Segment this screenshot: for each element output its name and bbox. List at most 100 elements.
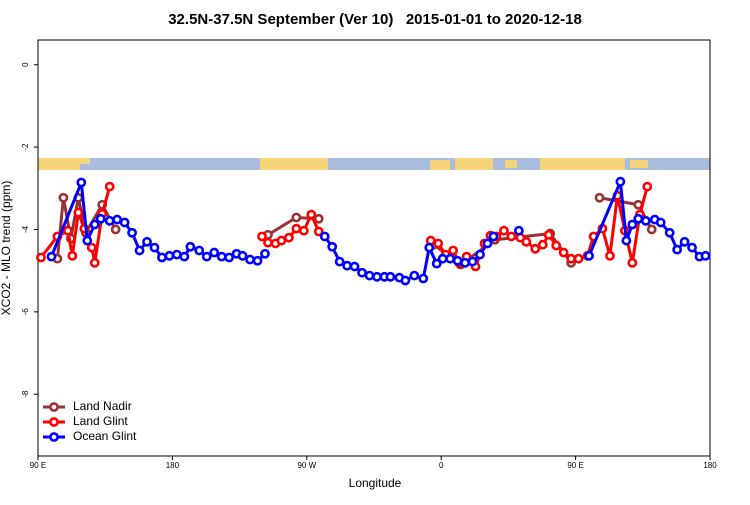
x-tick-label: 90 E [567,461,583,470]
point [627,257,638,268]
point [298,225,309,236]
point [467,256,478,267]
point [194,245,205,256]
point [82,235,93,246]
point [164,250,175,261]
point [342,260,353,271]
point [291,223,302,234]
point [327,241,338,252]
point [171,249,182,260]
point [89,219,100,230]
series-line [39,186,649,270]
point [418,273,429,284]
legend-label: Land Nadir [73,399,132,413]
point [58,192,69,203]
point [679,236,690,247]
legend-marker [49,417,59,427]
point [448,245,459,256]
point [260,248,270,259]
chart-title: 32.5N-37.5N September (Ver 10) 2015-01-0… [168,11,582,28]
point [621,235,632,246]
point [364,270,375,281]
point [112,214,123,225]
point [291,212,302,223]
point [521,236,532,247]
point [319,231,330,242]
point [615,176,626,187]
point [134,245,145,256]
point [640,215,651,226]
legend-marker [49,402,59,412]
point [437,253,448,264]
point [573,253,584,264]
point [499,225,509,236]
point [252,255,263,266]
point [86,242,97,253]
point [185,241,196,252]
point [127,227,137,238]
y-tick-label: -4 [21,225,30,233]
point [537,239,548,250]
point [306,209,317,220]
y-axis-label: XCO2 - MLO trend (ppm) [0,181,13,316]
point [452,255,463,266]
point [119,217,130,228]
x-tick-label: 180 [703,461,717,470]
point [237,250,248,261]
plot-frame [37,39,711,457]
point [424,242,435,253]
point [605,250,615,261]
point [95,213,106,224]
legend-label: Ocean Glint [73,429,137,443]
point [558,247,569,258]
x-tick-label: 180 [166,461,180,470]
point [179,251,190,262]
x-tick-label: 0 [439,461,444,470]
point [216,251,227,262]
point [687,242,697,253]
point [460,257,470,268]
point [89,257,100,268]
x-tick-label: 90 W [297,461,316,470]
point [664,227,675,238]
point [700,250,711,261]
point [642,181,653,192]
point [313,213,324,224]
map-strip [38,158,710,170]
point [142,236,152,247]
point [201,251,212,262]
point [475,249,485,260]
point [646,224,657,235]
point [334,256,345,267]
x-tick-label: 90 E [30,461,46,470]
point [633,213,644,224]
point [431,258,442,269]
point [594,192,605,203]
point [357,267,367,278]
point [73,207,84,218]
point [104,181,115,192]
point [506,231,517,242]
point [67,250,78,261]
point [110,224,121,235]
series-line [50,181,706,283]
point [385,271,396,282]
point [627,219,638,230]
point [584,250,594,261]
point [566,253,577,264]
point [409,270,420,281]
legend-marker [49,432,59,442]
point [445,253,456,264]
point [313,226,324,237]
point [433,238,444,249]
y-tick-label: -6 [21,308,30,316]
point [104,215,115,226]
point [209,247,220,258]
point [655,217,666,228]
point [349,261,360,272]
point [245,254,255,265]
point [400,275,411,286]
point [543,229,554,240]
